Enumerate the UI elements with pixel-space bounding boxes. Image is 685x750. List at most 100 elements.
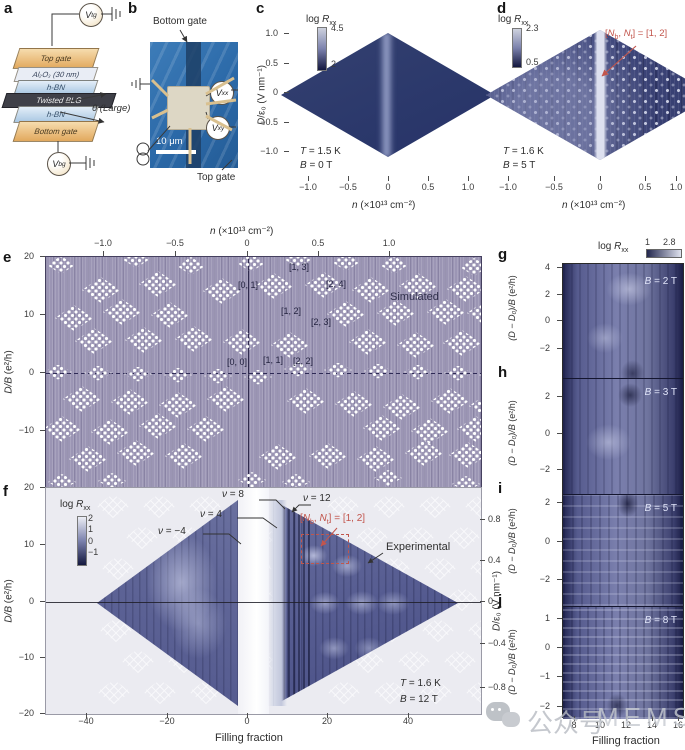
lattice-cluster	[96, 494, 130, 518]
tick-label: −20	[159, 716, 175, 726]
dot-cluster	[124, 366, 152, 382]
panel-d-letter: d	[497, 0, 507, 17]
lattice-cluster	[418, 494, 452, 518]
tick-label: −0.5	[260, 117, 278, 127]
tick-mark	[389, 251, 390, 256]
tick-label: 0	[244, 238, 250, 248]
dot-cluster	[69, 446, 107, 472]
panel-f-temp: T = 1.6 K	[400, 678, 441, 689]
dot-cluster	[82, 277, 120, 303]
lattice-cluster	[464, 494, 481, 518]
panel-j-map: B = 8 T	[563, 606, 683, 719]
tick-mark	[557, 267, 562, 268]
tick-mark	[557, 433, 562, 434]
vtg-wire	[51, 13, 79, 46]
tick-mark	[557, 579, 562, 580]
lattice-cluster	[101, 556, 135, 580]
tick-label: −0.8	[488, 682, 506, 692]
lattice-cluster	[421, 618, 455, 642]
tick-mark	[600, 176, 601, 181]
panel-i-letter: i	[498, 480, 503, 497]
panel-j-field: B = 8 T	[644, 615, 677, 626]
tick-mark	[40, 372, 45, 373]
lattice-cluster	[465, 680, 481, 704]
tick-label: 0.5	[638, 182, 652, 192]
panel-j-letter: j	[498, 592, 503, 609]
panel-e-map	[45, 256, 482, 489]
tick-label: 16	[672, 720, 683, 730]
colorbar-gj-min: 1	[645, 237, 651, 247]
cnp-streak	[379, 33, 394, 157]
tick-mark	[327, 713, 328, 718]
colorbar-f	[77, 516, 87, 566]
lattice-cluster	[397, 649, 431, 673]
dot-cluster	[404, 364, 432, 380]
dot-cluster	[397, 332, 435, 358]
tick-label: 0.4	[488, 555, 501, 565]
panel-f-annotation: [Nb, Nt] = [1, 2]	[300, 513, 366, 526]
colorbar-gj-title: log Rxx	[598, 241, 629, 254]
nu-4-label: ν = 4	[200, 509, 222, 520]
tick-label: 20	[23, 251, 34, 261]
tick-mark	[284, 151, 289, 152]
scale-bar	[156, 150, 196, 154]
tick-label: −1.0	[260, 146, 278, 156]
tick-mark	[167, 713, 168, 718]
tick-label: −0.5	[339, 182, 357, 192]
tick-mark	[408, 713, 409, 718]
zero-d-line-f	[46, 602, 481, 603]
panel-c-xlabel: n (×10¹³ cm⁻²)	[352, 200, 416, 211]
tick-mark	[557, 706, 562, 707]
panels-gj-column: B = 2 T B = 3 T B = 5 T B = 8 T	[562, 263, 684, 719]
tick-mark	[480, 687, 485, 688]
lattice-cluster	[467, 618, 481, 642]
lattice-cluster	[125, 525, 159, 549]
tick-mark	[557, 294, 562, 295]
tick-mark	[557, 502, 562, 503]
note-1-2: [1, 2]	[281, 306, 302, 316]
dot-cluster	[55, 305, 93, 331]
tick-mark	[508, 176, 509, 181]
colorbar-d-min: 0.5	[526, 57, 539, 67]
vtg-label: V	[85, 10, 92, 20]
lattice-cluster	[97, 680, 131, 704]
panel-f-field: B = 12 T	[400, 694, 438, 705]
lattice-cluster	[447, 525, 481, 549]
highlight-box	[301, 534, 349, 564]
tick-label: −0.4	[488, 638, 506, 648]
tick-label: 1	[544, 613, 550, 623]
tick-mark	[40, 256, 45, 257]
dot-cluster	[75, 328, 113, 354]
dot-cluster	[117, 440, 155, 466]
tick-mark	[557, 348, 562, 349]
tick-label: −1.0	[299, 182, 317, 192]
panel-h-field: B = 3 T	[644, 387, 677, 398]
dot-cluster	[187, 416, 225, 442]
panel-g-ylabel: (D − D₀)/B (e²/h)	[507, 275, 517, 341]
tick-label: −0.5	[545, 182, 563, 192]
lattice-cluster	[423, 556, 457, 580]
lattice-cluster	[443, 649, 477, 673]
colorbar-gj	[646, 249, 682, 258]
colorbar-f-title: log Rxx	[60, 499, 91, 512]
theta-label: θ (Large)	[92, 103, 131, 114]
dot-cluster	[125, 327, 163, 353]
tick-mark	[557, 320, 562, 321]
bottom-gate-arrow	[179, 29, 188, 43]
panel-d-annotation: [Nb, Nt] = [1, 2]	[605, 28, 668, 41]
tick-label: −1.0	[94, 238, 112, 248]
tick-mark	[652, 716, 653, 721]
dot-cluster	[374, 470, 402, 486]
panel-f-letter: f	[3, 483, 8, 500]
tick-label: 4	[544, 262, 550, 272]
dot-cluster	[84, 365, 112, 381]
tick-label: −1	[539, 671, 550, 681]
tick-mark	[428, 176, 429, 181]
tick-mark	[40, 314, 45, 315]
panel-b-ground-icon	[131, 78, 150, 90]
tick-mark	[557, 396, 562, 397]
tick-mark	[480, 643, 485, 644]
dot-cluster	[332, 257, 360, 271]
colorbar-c-max: 4.5	[331, 23, 344, 33]
center-gap	[238, 488, 269, 714]
